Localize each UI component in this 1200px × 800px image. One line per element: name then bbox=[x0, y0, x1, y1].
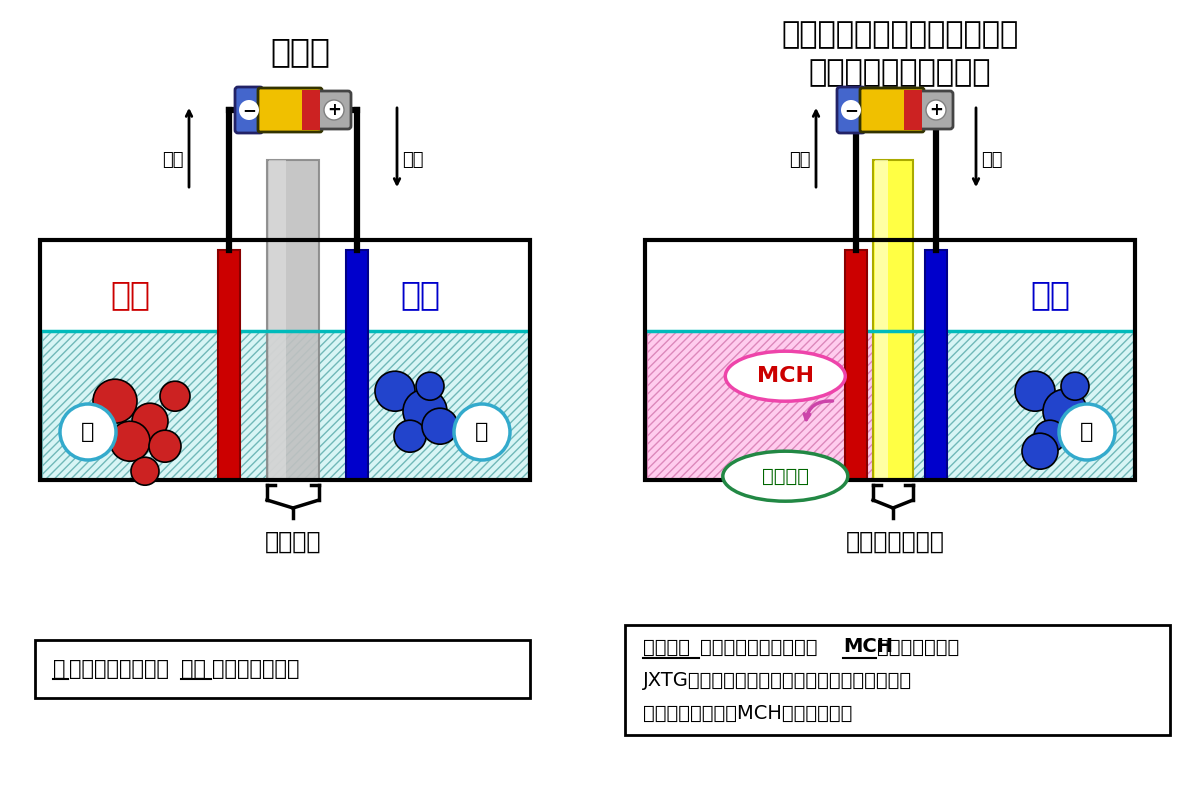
Circle shape bbox=[1043, 389, 1087, 434]
Text: MCH: MCH bbox=[842, 638, 893, 657]
FancyBboxPatch shape bbox=[838, 87, 865, 133]
Text: 水: 水 bbox=[53, 659, 66, 679]
Text: 酸素: 酸素 bbox=[400, 278, 440, 311]
Text: 水電解: 水電解 bbox=[270, 35, 330, 68]
Text: 水素を介さずに、MCHが製造可能。: 水素を介さずに、MCHが製造可能。 bbox=[643, 703, 852, 722]
Text: 電気: 電気 bbox=[790, 151, 811, 169]
Ellipse shape bbox=[725, 351, 845, 402]
Text: JXTGエネルギーなどが特殊な電解セルを開発。: JXTGエネルギーなどが特殊な電解セルを開発。 bbox=[643, 670, 912, 690]
Text: −: − bbox=[844, 101, 858, 119]
Text: トルエン: トルエン bbox=[643, 638, 690, 657]
Circle shape bbox=[94, 379, 137, 423]
Text: と水に電気を与えて、: と水に電気を与えて、 bbox=[700, 638, 817, 657]
FancyBboxPatch shape bbox=[860, 88, 924, 132]
Text: 水: 水 bbox=[82, 422, 95, 442]
Text: と酸素を製造。: と酸素を製造。 bbox=[212, 659, 300, 679]
Text: 水: 水 bbox=[1080, 422, 1093, 442]
Circle shape bbox=[1060, 404, 1115, 460]
Text: 酸素: 酸素 bbox=[1030, 278, 1070, 311]
Circle shape bbox=[1061, 372, 1090, 400]
Bar bbox=[874, 160, 913, 480]
Circle shape bbox=[422, 408, 458, 444]
Bar bbox=[845, 250, 866, 480]
Circle shape bbox=[374, 371, 415, 411]
Text: に電気を与えて、: に電気を与えて、 bbox=[70, 659, 169, 679]
Circle shape bbox=[926, 100, 946, 120]
Text: 水素: 水素 bbox=[181, 659, 206, 679]
Ellipse shape bbox=[722, 451, 847, 501]
Circle shape bbox=[394, 420, 426, 452]
Circle shape bbox=[1034, 420, 1066, 452]
Circle shape bbox=[131, 457, 158, 485]
Bar bbox=[42, 331, 528, 480]
Text: 電気: 電気 bbox=[982, 151, 1002, 169]
Circle shape bbox=[403, 389, 446, 434]
Circle shape bbox=[132, 403, 168, 439]
Circle shape bbox=[324, 100, 344, 120]
Bar bbox=[647, 331, 875, 480]
Bar bbox=[925, 250, 947, 480]
Text: と酸素を製造。: と酸素を製造。 bbox=[877, 638, 959, 657]
Text: 電解セル: 電解セル bbox=[265, 530, 322, 554]
Circle shape bbox=[110, 421, 150, 461]
Circle shape bbox=[149, 430, 181, 462]
FancyBboxPatch shape bbox=[235, 87, 263, 133]
Circle shape bbox=[1015, 371, 1055, 411]
Text: +: + bbox=[929, 101, 943, 119]
Circle shape bbox=[1022, 434, 1058, 469]
Bar bbox=[625, 625, 1170, 735]
Bar bbox=[302, 90, 320, 130]
Circle shape bbox=[160, 381, 190, 411]
Ellipse shape bbox=[248, 105, 348, 125]
Bar bbox=[875, 331, 1133, 480]
Bar bbox=[218, 250, 240, 480]
Bar bbox=[346, 250, 368, 480]
Bar bbox=[647, 331, 875, 480]
Circle shape bbox=[239, 100, 259, 120]
Text: −: − bbox=[242, 101, 256, 119]
Text: 水素: 水素 bbox=[110, 278, 150, 311]
Text: 水: 水 bbox=[475, 422, 488, 442]
Text: MCH: MCH bbox=[757, 366, 814, 386]
Bar bbox=[269, 160, 286, 480]
FancyBboxPatch shape bbox=[317, 91, 352, 129]
Bar bbox=[904, 90, 922, 130]
Bar bbox=[40, 240, 530, 480]
Text: +: + bbox=[328, 101, 341, 119]
Bar bbox=[646, 240, 1135, 480]
Text: 電気: 電気 bbox=[162, 151, 184, 169]
Bar bbox=[875, 160, 888, 480]
Text: 電気: 電気 bbox=[402, 151, 424, 169]
FancyBboxPatch shape bbox=[919, 91, 953, 129]
Bar bbox=[646, 240, 1135, 480]
Text: 有機ハイドライド電解合成法: 有機ハイドライド電解合成法 bbox=[781, 20, 1019, 49]
Ellipse shape bbox=[851, 105, 949, 125]
Bar bbox=[35, 640, 530, 698]
Text: （トルエン電解還元）: （トルエン電解還元） bbox=[809, 58, 991, 87]
Bar bbox=[40, 240, 530, 480]
Circle shape bbox=[841, 100, 862, 120]
Bar bbox=[875, 331, 1133, 480]
Text: トルエン: トルエン bbox=[762, 466, 809, 486]
Circle shape bbox=[454, 404, 510, 460]
Text: 特殊な電解セル: 特殊な電解セル bbox=[846, 530, 944, 554]
Bar bbox=[42, 331, 528, 480]
Bar bbox=[266, 160, 319, 480]
Circle shape bbox=[60, 404, 116, 460]
Circle shape bbox=[416, 372, 444, 400]
FancyBboxPatch shape bbox=[258, 88, 322, 132]
